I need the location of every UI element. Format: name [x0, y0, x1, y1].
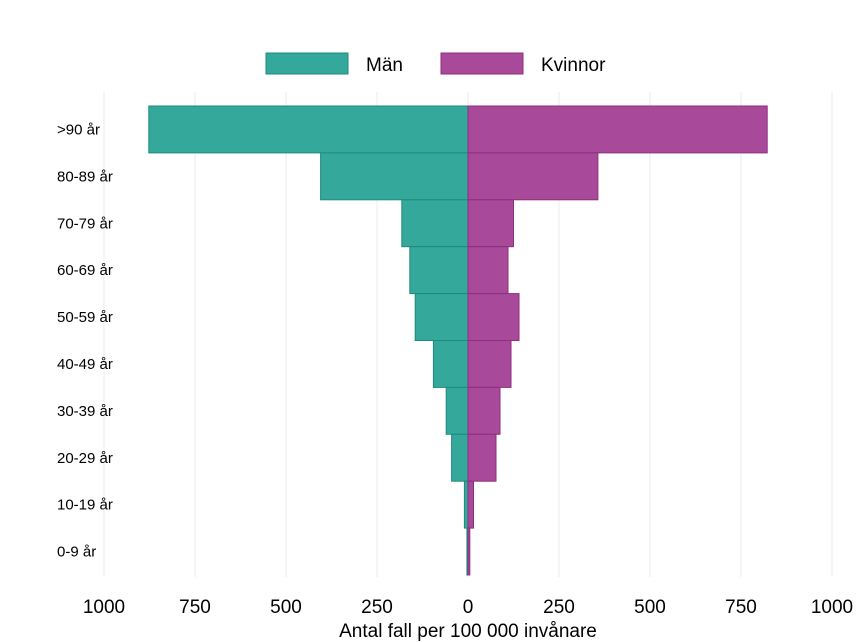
- category-label-3: 60-69 år: [57, 262, 113, 279]
- bar-man-0: [148, 105, 469, 154]
- x-tick-label-1: 750: [179, 597, 211, 618]
- x-axis-title: Antal fall per 100 000 invånare: [339, 621, 597, 642]
- bar-woman-8: [467, 480, 474, 529]
- bar-woman-4: [467, 293, 520, 342]
- x-tick-labels: 1000 750 500 250 0 250 500 750 1000: [83, 597, 853, 618]
- bar-woman-5: [467, 340, 512, 388]
- legend-swatch-man: [265, 52, 349, 75]
- x-tick-label-3: 250: [361, 597, 393, 618]
- bar-man-3: [409, 246, 469, 295]
- category-label-5: 40-49 år: [57, 356, 113, 373]
- category-labels: >90 år 80-89 år 70-79 år 60-69 år 50-59 år 40…: [57, 121, 113, 560]
- bar-man-1: [320, 152, 469, 201]
- category-label-4: 50-59 år: [57, 309, 113, 326]
- legend-label-woman: Kvinnor: [541, 55, 606, 76]
- x-tick-label-8: 1000: [811, 597, 853, 618]
- x-tick-label-4: 0: [463, 597, 474, 618]
- category-label-1: 80-89 år: [57, 168, 113, 185]
- legend-swatch-woman: [440, 52, 524, 75]
- bar-woman-0: [467, 105, 768, 154]
- bar-woman-6: [467, 386, 501, 435]
- bar-man-4: [414, 293, 469, 342]
- category-label-2: 70-79 år: [57, 215, 113, 232]
- x-tick-label-0: 1000: [83, 597, 125, 618]
- category-label-6: 30-39 år: [57, 403, 113, 420]
- x-tick-label-2: 500: [270, 597, 302, 618]
- x-tick-label-6: 500: [634, 597, 666, 618]
- bar-man-2: [401, 199, 469, 248]
- bars: [148, 105, 768, 576]
- bar-man-7: [451, 433, 469, 482]
- x-tick-label-7: 750: [725, 597, 757, 618]
- legend-label-man: Män: [366, 55, 403, 76]
- legend: Män Kvinnor: [265, 52, 606, 76]
- category-label-8: 10-19 år: [57, 497, 113, 514]
- bar-man-5: [432, 340, 469, 388]
- category-label-7: 20-29 år: [57, 450, 113, 467]
- category-label-0: >90 år: [57, 121, 100, 138]
- bar-woman-1: [467, 152, 599, 201]
- bar-man-6: [445, 386, 469, 435]
- bar-man-8: [463, 480, 469, 529]
- bar-woman-2: [467, 199, 514, 248]
- bar-woman-7: [467, 433, 497, 482]
- bar-woman-3: [467, 246, 509, 295]
- bar-woman-9: [467, 527, 471, 576]
- x-tick-label-5: 250: [543, 597, 575, 618]
- category-label-9: 0-9 år: [57, 544, 96, 561]
